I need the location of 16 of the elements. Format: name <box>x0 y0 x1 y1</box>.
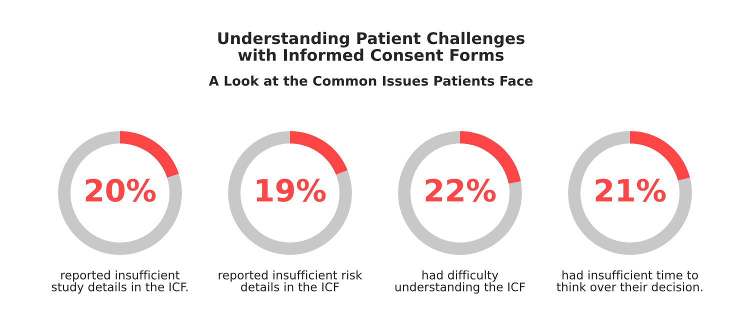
text: had difficulty understanding the ICF <box>395 270 525 294</box>
donut-slice <box>228 131 352 255</box>
text: A Look at the Common Issues Patients Face <box>208 76 533 86</box>
donut-slice <box>58 131 182 255</box>
donut-slice <box>568 131 692 255</box>
donut-slice <box>398 131 522 255</box>
text: Understanding Patient Challenges with Informed Consent Forms <box>218 32 524 62</box>
text: reported insufficient study details in the ICF. <box>52 270 188 294</box>
data-label: 21% <box>596 178 666 202</box>
donut-slice <box>120 131 179 178</box>
data-label: 19% <box>256 178 326 202</box>
data-label: 22% <box>426 178 496 202</box>
text: had insufficient time to think over their decision. <box>556 270 702 292</box>
donut-slice <box>290 131 348 175</box>
data-label: 20% <box>86 178 156 202</box>
text: reported insufficient risk details in the ICF <box>218 270 362 292</box>
